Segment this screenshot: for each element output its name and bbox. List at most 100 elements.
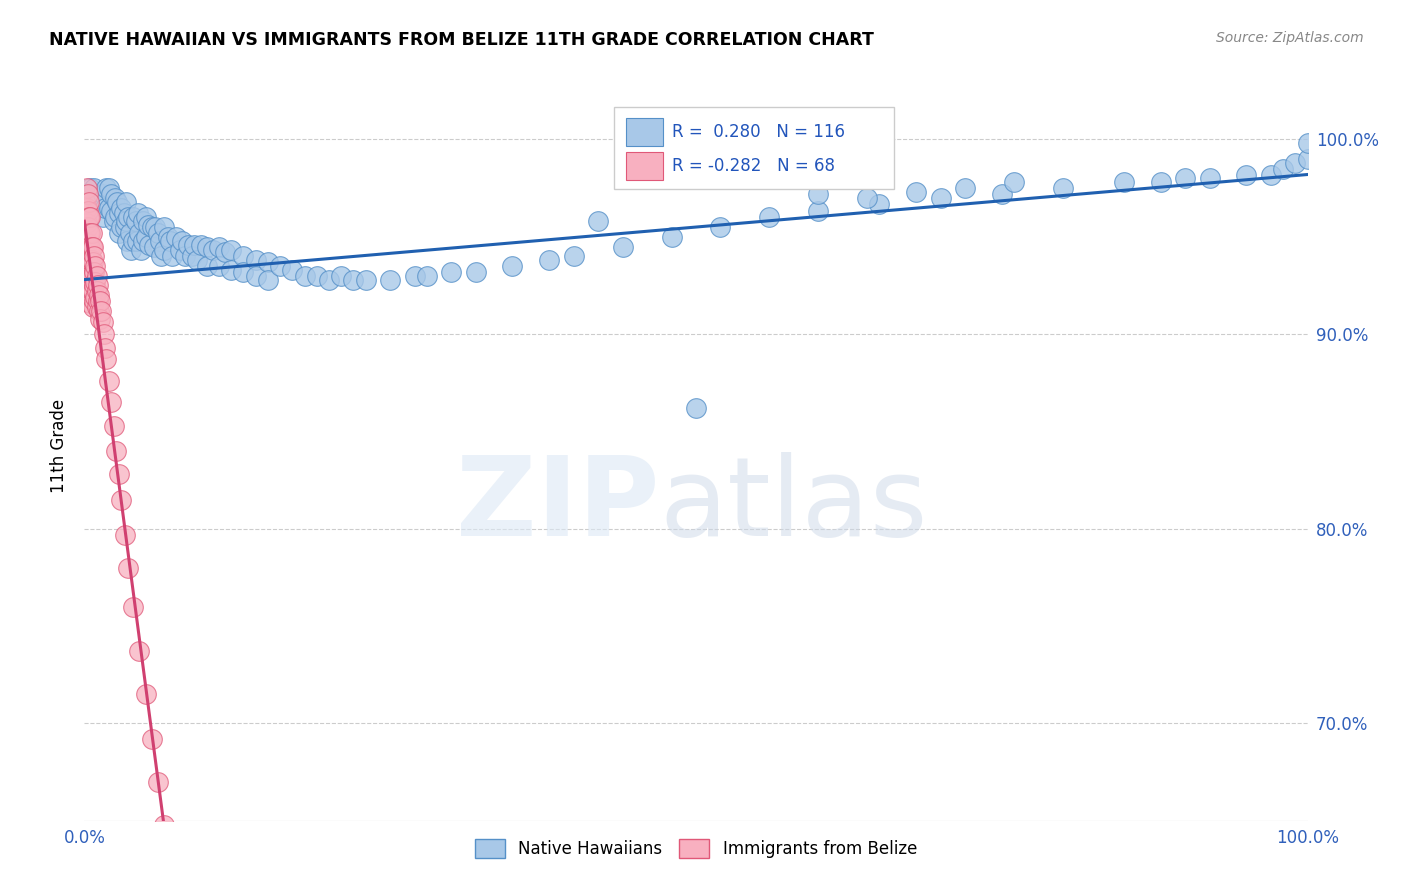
- Point: [1272, 161, 1295, 176]
- Point: [77, 255, 100, 269]
- Point: [1260, 168, 1282, 182]
- Point: [117, 211, 139, 225]
- Point: [214, 245, 236, 260]
- Point: [661, 229, 683, 244]
- Point: [105, 194, 128, 209]
- Point: [97, 374, 120, 388]
- Point: [807, 204, 830, 219]
- Text: ZIP: ZIP: [456, 452, 659, 559]
- Point: [94, 341, 117, 355]
- Point: [869, 196, 891, 211]
- Point: [82, 268, 104, 283]
- FancyBboxPatch shape: [614, 107, 894, 189]
- Point: [127, 206, 149, 220]
- Point: [115, 194, 138, 209]
- Point: [232, 249, 254, 263]
- Point: [87, 288, 110, 302]
- Text: R = -0.282   N = 68: R = -0.282 N = 68: [672, 157, 835, 175]
- Point: [79, 239, 101, 253]
- Point: [77, 226, 100, 240]
- Point: [79, 296, 101, 310]
- Point: [905, 185, 928, 199]
- Point: [86, 268, 108, 283]
- Point: [135, 211, 157, 225]
- Point: [172, 234, 194, 248]
- Point: [82, 255, 104, 269]
- Point: [112, 206, 135, 220]
- Point: [80, 268, 103, 283]
- Point: [143, 239, 166, 253]
- Point: [464, 265, 486, 279]
- Point: [100, 395, 122, 409]
- Point: [135, 687, 157, 701]
- Point: [281, 263, 304, 277]
- Point: [153, 244, 176, 258]
- Point: [77, 211, 100, 225]
- Point: [354, 272, 377, 286]
- Point: [91, 315, 114, 329]
- Point: [195, 259, 218, 273]
- Point: [79, 282, 101, 296]
- Point: [76, 201, 98, 215]
- Point: [76, 181, 98, 195]
- Point: [122, 211, 145, 225]
- Point: [83, 249, 105, 263]
- Point: [110, 492, 132, 507]
- Point: [114, 527, 136, 541]
- Legend: Native Hawaiians, Immigrants from Belize: Native Hawaiians, Immigrants from Belize: [468, 833, 924, 864]
- Point: [80, 285, 103, 299]
- Point: [1236, 168, 1258, 182]
- Point: [186, 253, 208, 268]
- Point: [169, 244, 191, 258]
- Point: [79, 226, 101, 240]
- Point: [136, 218, 159, 232]
- Point: [79, 181, 101, 195]
- Point: [82, 239, 104, 253]
- Point: [195, 239, 218, 253]
- Point: [318, 272, 340, 286]
- Point: [991, 186, 1014, 201]
- Point: [1296, 136, 1319, 151]
- Point: [143, 220, 166, 235]
- Point: [80, 253, 103, 268]
- Point: [404, 268, 426, 283]
- Point: [91, 211, 114, 225]
- Point: [141, 731, 163, 746]
- Point: [83, 293, 105, 308]
- Point: [79, 268, 101, 283]
- Point: [80, 239, 103, 253]
- Point: [150, 249, 173, 263]
- Point: [77, 220, 100, 235]
- Point: [125, 214, 148, 228]
- Point: [83, 181, 105, 195]
- Point: [1296, 152, 1319, 166]
- Point: [208, 239, 231, 253]
- Point: [82, 300, 104, 314]
- Point: [94, 201, 117, 215]
- Point: [159, 234, 181, 248]
- Point: [146, 774, 169, 789]
- Point: [97, 201, 120, 215]
- Point: [83, 265, 105, 279]
- Point: [77, 268, 100, 283]
- Point: [612, 239, 634, 253]
- Point: [115, 214, 138, 228]
- Point: [162, 249, 184, 263]
- Point: [118, 226, 141, 240]
- Text: atlas: atlas: [659, 452, 928, 559]
- Point: [380, 272, 402, 286]
- Point: [107, 226, 129, 240]
- Point: [77, 204, 100, 219]
- Point: [107, 206, 129, 220]
- Point: [103, 418, 125, 433]
- Point: [105, 443, 128, 458]
- Point: [807, 186, 830, 201]
- Point: [929, 191, 952, 205]
- Point: [562, 249, 585, 263]
- Point: [181, 249, 204, 263]
- Point: [173, 249, 195, 263]
- Point: [77, 239, 100, 253]
- Point: [87, 293, 110, 308]
- Point: [440, 265, 463, 279]
- Point: [138, 237, 160, 252]
